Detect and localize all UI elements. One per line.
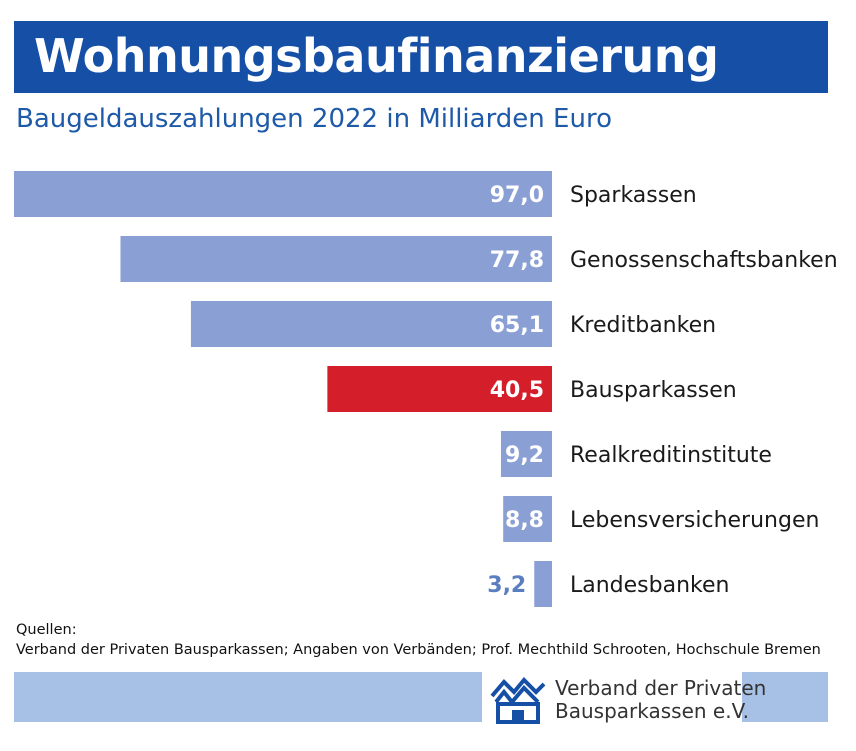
bar-lebensversicherungen <box>503 496 552 542</box>
logo-text-line2: Bausparkassen e.V. <box>555 699 750 723</box>
bar-genossenschaftsbanken <box>120 236 552 282</box>
category-label: Realkreditinstitute <box>570 443 772 468</box>
category-label: Bausparkassen <box>570 378 737 403</box>
logo: Verband der Privaten Bausparkassen e.V. <box>490 670 766 726</box>
bar-realkreditinstitute <box>500 431 552 477</box>
chart-subtitle: Baugeldauszahlungen 2022 in Milliarden E… <box>16 104 612 134</box>
footer-band <box>14 672 482 722</box>
category-label: Lebensversicherungen <box>570 508 819 533</box>
chart-title: Wohnungsbaufinanzierung <box>34 29 719 83</box>
house-logo-icon <box>490 677 546 724</box>
category-label: Landesbanken <box>570 573 729 598</box>
bar-bausparkassen <box>327 366 552 412</box>
value-label: 65,1 <box>490 313 544 338</box>
value-label: 77,8 <box>490 248 544 273</box>
value-label: 8,8 <box>505 508 544 533</box>
bar-kreditbanken <box>190 301 552 347</box>
title-bar: Wohnungsbaufinanzierung <box>14 21 828 93</box>
logo-text-line1: Verband der Privaten <box>555 676 767 700</box>
value-label: 97,0 <box>490 183 544 208</box>
source-text: Verband der Privaten Bausparkassen; Anga… <box>16 642 821 658</box>
category-label: Sparkassen <box>570 183 697 208</box>
bar-chart: 97,0 Sparkassen 77,8 Genossenschaftsbanken 6… <box>14 171 838 607</box>
value-label: 40,5 <box>490 378 544 403</box>
footer-band-end <box>742 672 828 722</box>
bar-sparkassen <box>14 171 552 217</box>
value-label: 3,2 <box>487 573 526 598</box>
category-label: Genossenschaftsbanken <box>570 248 838 273</box>
value-label: 9,2 <box>505 443 544 468</box>
bar-landesbanken <box>534 561 552 607</box>
source-heading: Quellen: <box>16 622 77 638</box>
category-label: Kreditbanken <box>570 313 716 338</box>
